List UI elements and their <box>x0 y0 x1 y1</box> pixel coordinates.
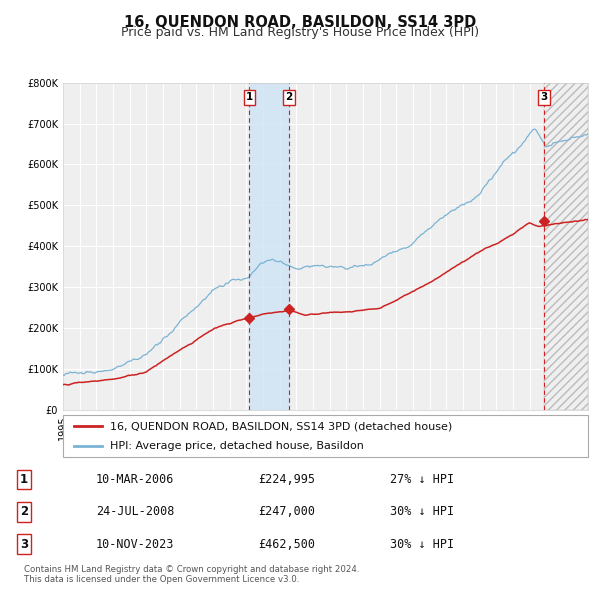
Text: 2: 2 <box>20 505 28 519</box>
Text: 1: 1 <box>20 473 28 486</box>
Text: 24-JUL-2008: 24-JUL-2008 <box>96 505 175 519</box>
Text: 27% ↓ HPI: 27% ↓ HPI <box>390 473 454 486</box>
Text: £224,995: £224,995 <box>258 473 315 486</box>
Bar <box>250 83 289 410</box>
Bar <box>544 83 588 410</box>
Text: 30% ↓ HPI: 30% ↓ HPI <box>390 505 454 519</box>
Text: £247,000: £247,000 <box>258 505 315 519</box>
Text: 3: 3 <box>20 537 28 551</box>
Text: 2: 2 <box>286 93 293 102</box>
Text: Price paid vs. HM Land Registry's House Price Index (HPI): Price paid vs. HM Land Registry's House … <box>121 26 479 39</box>
Text: 16, QUENDON ROAD, BASILDON, SS14 3PD (detached house): 16, QUENDON ROAD, BASILDON, SS14 3PD (de… <box>110 421 452 431</box>
Text: 1: 1 <box>246 93 253 102</box>
FancyBboxPatch shape <box>63 415 588 457</box>
Text: 16, QUENDON ROAD, BASILDON, SS14 3PD: 16, QUENDON ROAD, BASILDON, SS14 3PD <box>124 15 476 30</box>
Bar <box>544 83 588 410</box>
Text: 30% ↓ HPI: 30% ↓ HPI <box>390 537 454 551</box>
Text: 10-NOV-2023: 10-NOV-2023 <box>96 537 175 551</box>
Text: £462,500: £462,500 <box>258 537 315 551</box>
Text: 10-MAR-2006: 10-MAR-2006 <box>96 473 175 486</box>
Text: HPI: Average price, detached house, Basildon: HPI: Average price, detached house, Basi… <box>110 441 364 451</box>
Text: Contains HM Land Registry data © Crown copyright and database right 2024.
This d: Contains HM Land Registry data © Crown c… <box>24 565 359 584</box>
Text: 3: 3 <box>541 93 548 102</box>
